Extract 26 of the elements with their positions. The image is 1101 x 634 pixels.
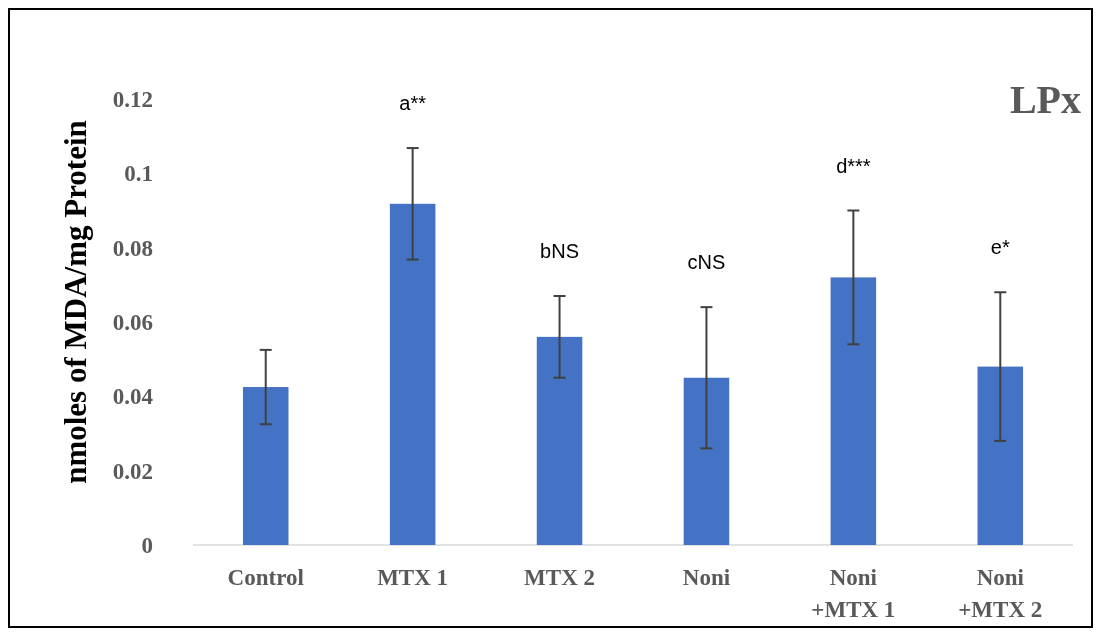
x-tick-label: Noni bbox=[682, 565, 731, 590]
annotation: d*** bbox=[836, 154, 871, 177]
bar bbox=[830, 277, 877, 545]
y-tick-label: 0.12 bbox=[112, 87, 153, 113]
annotation: e* bbox=[990, 236, 1010, 259]
y-axis-title: nmoles of MDA/mg Protein bbox=[58, 120, 93, 484]
annotation: a** bbox=[399, 92, 427, 115]
bar bbox=[977, 366, 1024, 545]
x-tick-label: MTX 1 bbox=[377, 565, 449, 590]
y-tick-label: 0.02 bbox=[112, 458, 153, 484]
chart-title: LPx bbox=[1009, 77, 1081, 122]
bar bbox=[389, 203, 436, 545]
bar bbox=[683, 377, 730, 545]
y-tick-label: 0 bbox=[141, 533, 153, 559]
annotation: cNS bbox=[687, 251, 726, 274]
bar bbox=[242, 387, 289, 545]
x-tick-label: MTX 2 bbox=[524, 565, 596, 590]
y-tick-label: 0.08 bbox=[112, 235, 153, 261]
bar bbox=[536, 336, 583, 545]
y-tick-label: 0.1 bbox=[124, 161, 153, 187]
y-tick-label: 0.04 bbox=[112, 384, 154, 410]
x-tick-label: Noni +MTX 1 bbox=[811, 565, 896, 622]
y-tick-label: 0.06 bbox=[112, 310, 153, 336]
x-tick-label: Noni +MTX 2 bbox=[958, 565, 1043, 622]
x-tick-label: Control bbox=[227, 565, 304, 590]
annotation: bNS bbox=[540, 239, 579, 262]
